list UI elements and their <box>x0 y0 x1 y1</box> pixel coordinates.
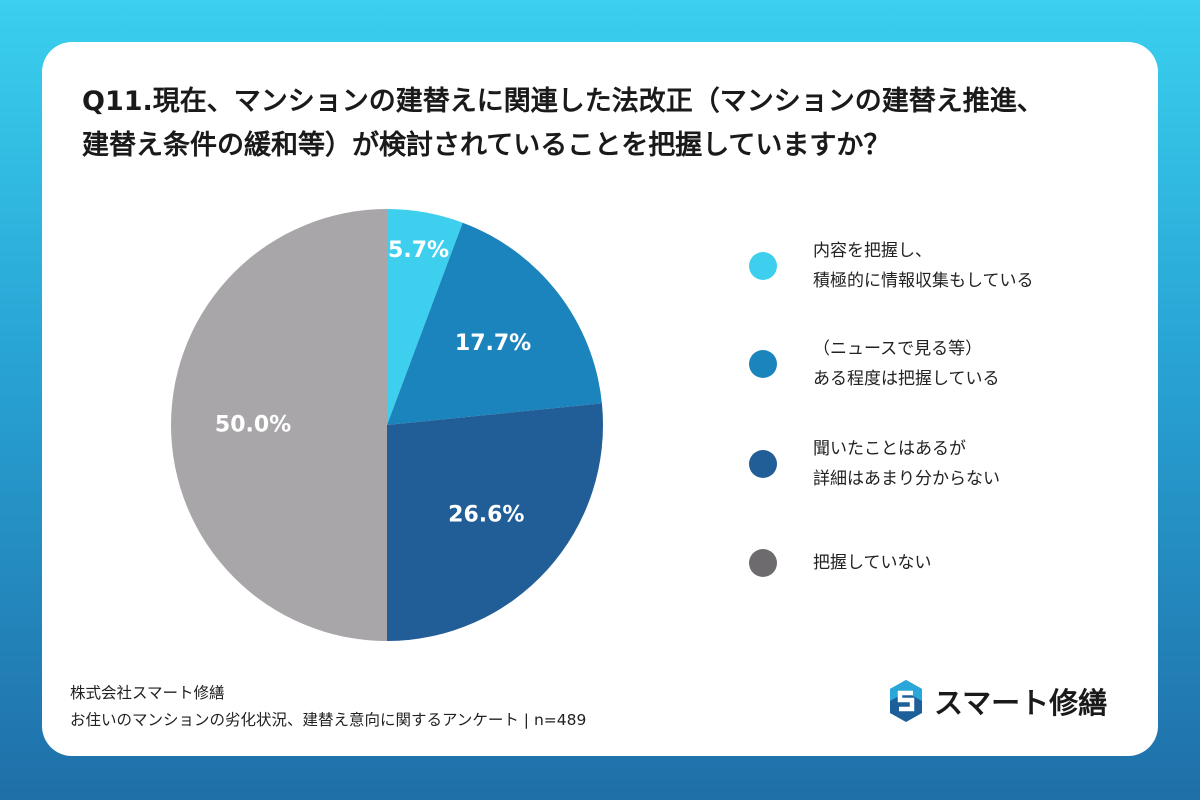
pie-label-1: 5.7% <box>388 238 449 263</box>
legend-label-1-line-2: 積極的に情報収集もしている <box>813 271 1034 291</box>
legend-swatch-3 <box>749 450 777 478</box>
question-title-line-1: Q11.現在、マンションの建替えに関連した法改正（マンションの建替え推進、 <box>82 86 1044 117</box>
source-company: 株式会社スマート修繕 <box>70 684 225 702</box>
source-survey: お住いのマンションの劣化状況、建替え意向に関するアンケート | n=489 <box>70 711 587 729</box>
legend-item-3: 聞いたことはあるが 詳細はあまり分からない <box>749 434 1000 494</box>
question-title: Q11.現在、マンションの建替えに関連した法改正（マンションの建替え推進、 建替… <box>82 80 1122 168</box>
legend-label-3: 聞いたことはあるが 詳細はあまり分からない <box>813 434 1000 494</box>
source-note: 株式会社スマート修繕 お住いのマンションの劣化状況、建替え意向に関するアンケート… <box>70 680 586 734</box>
legend-item-2: （ニュースで見る等） ある程度は把握している <box>749 334 1000 394</box>
s-shield-logo-icon <box>890 680 922 722</box>
legend-label-2: （ニュースで見る等） ある程度は把握している <box>813 334 1000 394</box>
legend-swatch-2 <box>749 350 777 378</box>
legend-item-1: 内容を把握し、 積極的に情報収集もしている <box>749 236 1034 296</box>
brand-name: スマート修繕 <box>934 686 1108 720</box>
survey-card: Q11.現在、マンションの建替えに関連した法改正（マンションの建替え推進、 建替… <box>42 42 1158 756</box>
pie-slices <box>171 209 604 641</box>
pie-label-4: 50.0% <box>215 413 291 438</box>
legend-label-3-line-2: 詳細はあまり分からない <box>813 469 1000 489</box>
legend-label-1-line-1: 内容を把握し、 <box>813 241 932 261</box>
legend-swatch-4 <box>749 549 777 577</box>
legend-label-2-line-1: （ニュースで見る等） <box>813 339 983 359</box>
legend-label-2-line-2: ある程度は把握している <box>813 369 1000 389</box>
brand-logo: スマート修繕 <box>888 679 1107 723</box>
question-title-line-2: 建替え条件の緩和等）が検討されていることを把握していますか？ <box>82 130 891 161</box>
pie-labels: 5.7% 17.7% 26.6% 50.0% <box>215 238 531 527</box>
pie-chart: 5.7% 17.7% 26.6% 50.0% <box>171 209 604 641</box>
legend-swatch-1 <box>749 252 777 280</box>
pie-slice-4 <box>171 209 387 641</box>
pie-slice-1 <box>387 209 463 425</box>
legend-label-4: 把握していない <box>813 548 932 578</box>
legend-label-3-line-1: 聞いたことはあるが <box>813 439 966 459</box>
pie-slice-3 <box>387 403 604 641</box>
pie-label-2: 17.7% <box>455 331 531 356</box>
pie-slice-2 <box>387 222 602 425</box>
legend-label-1: 内容を把握し、 積極的に情報収集もしている <box>813 236 1034 296</box>
legend-item-4: 把握していない <box>749 548 932 578</box>
legend-label-4-line-1: 把握していない <box>813 553 932 573</box>
pie-label-3: 26.6% <box>448 502 524 527</box>
